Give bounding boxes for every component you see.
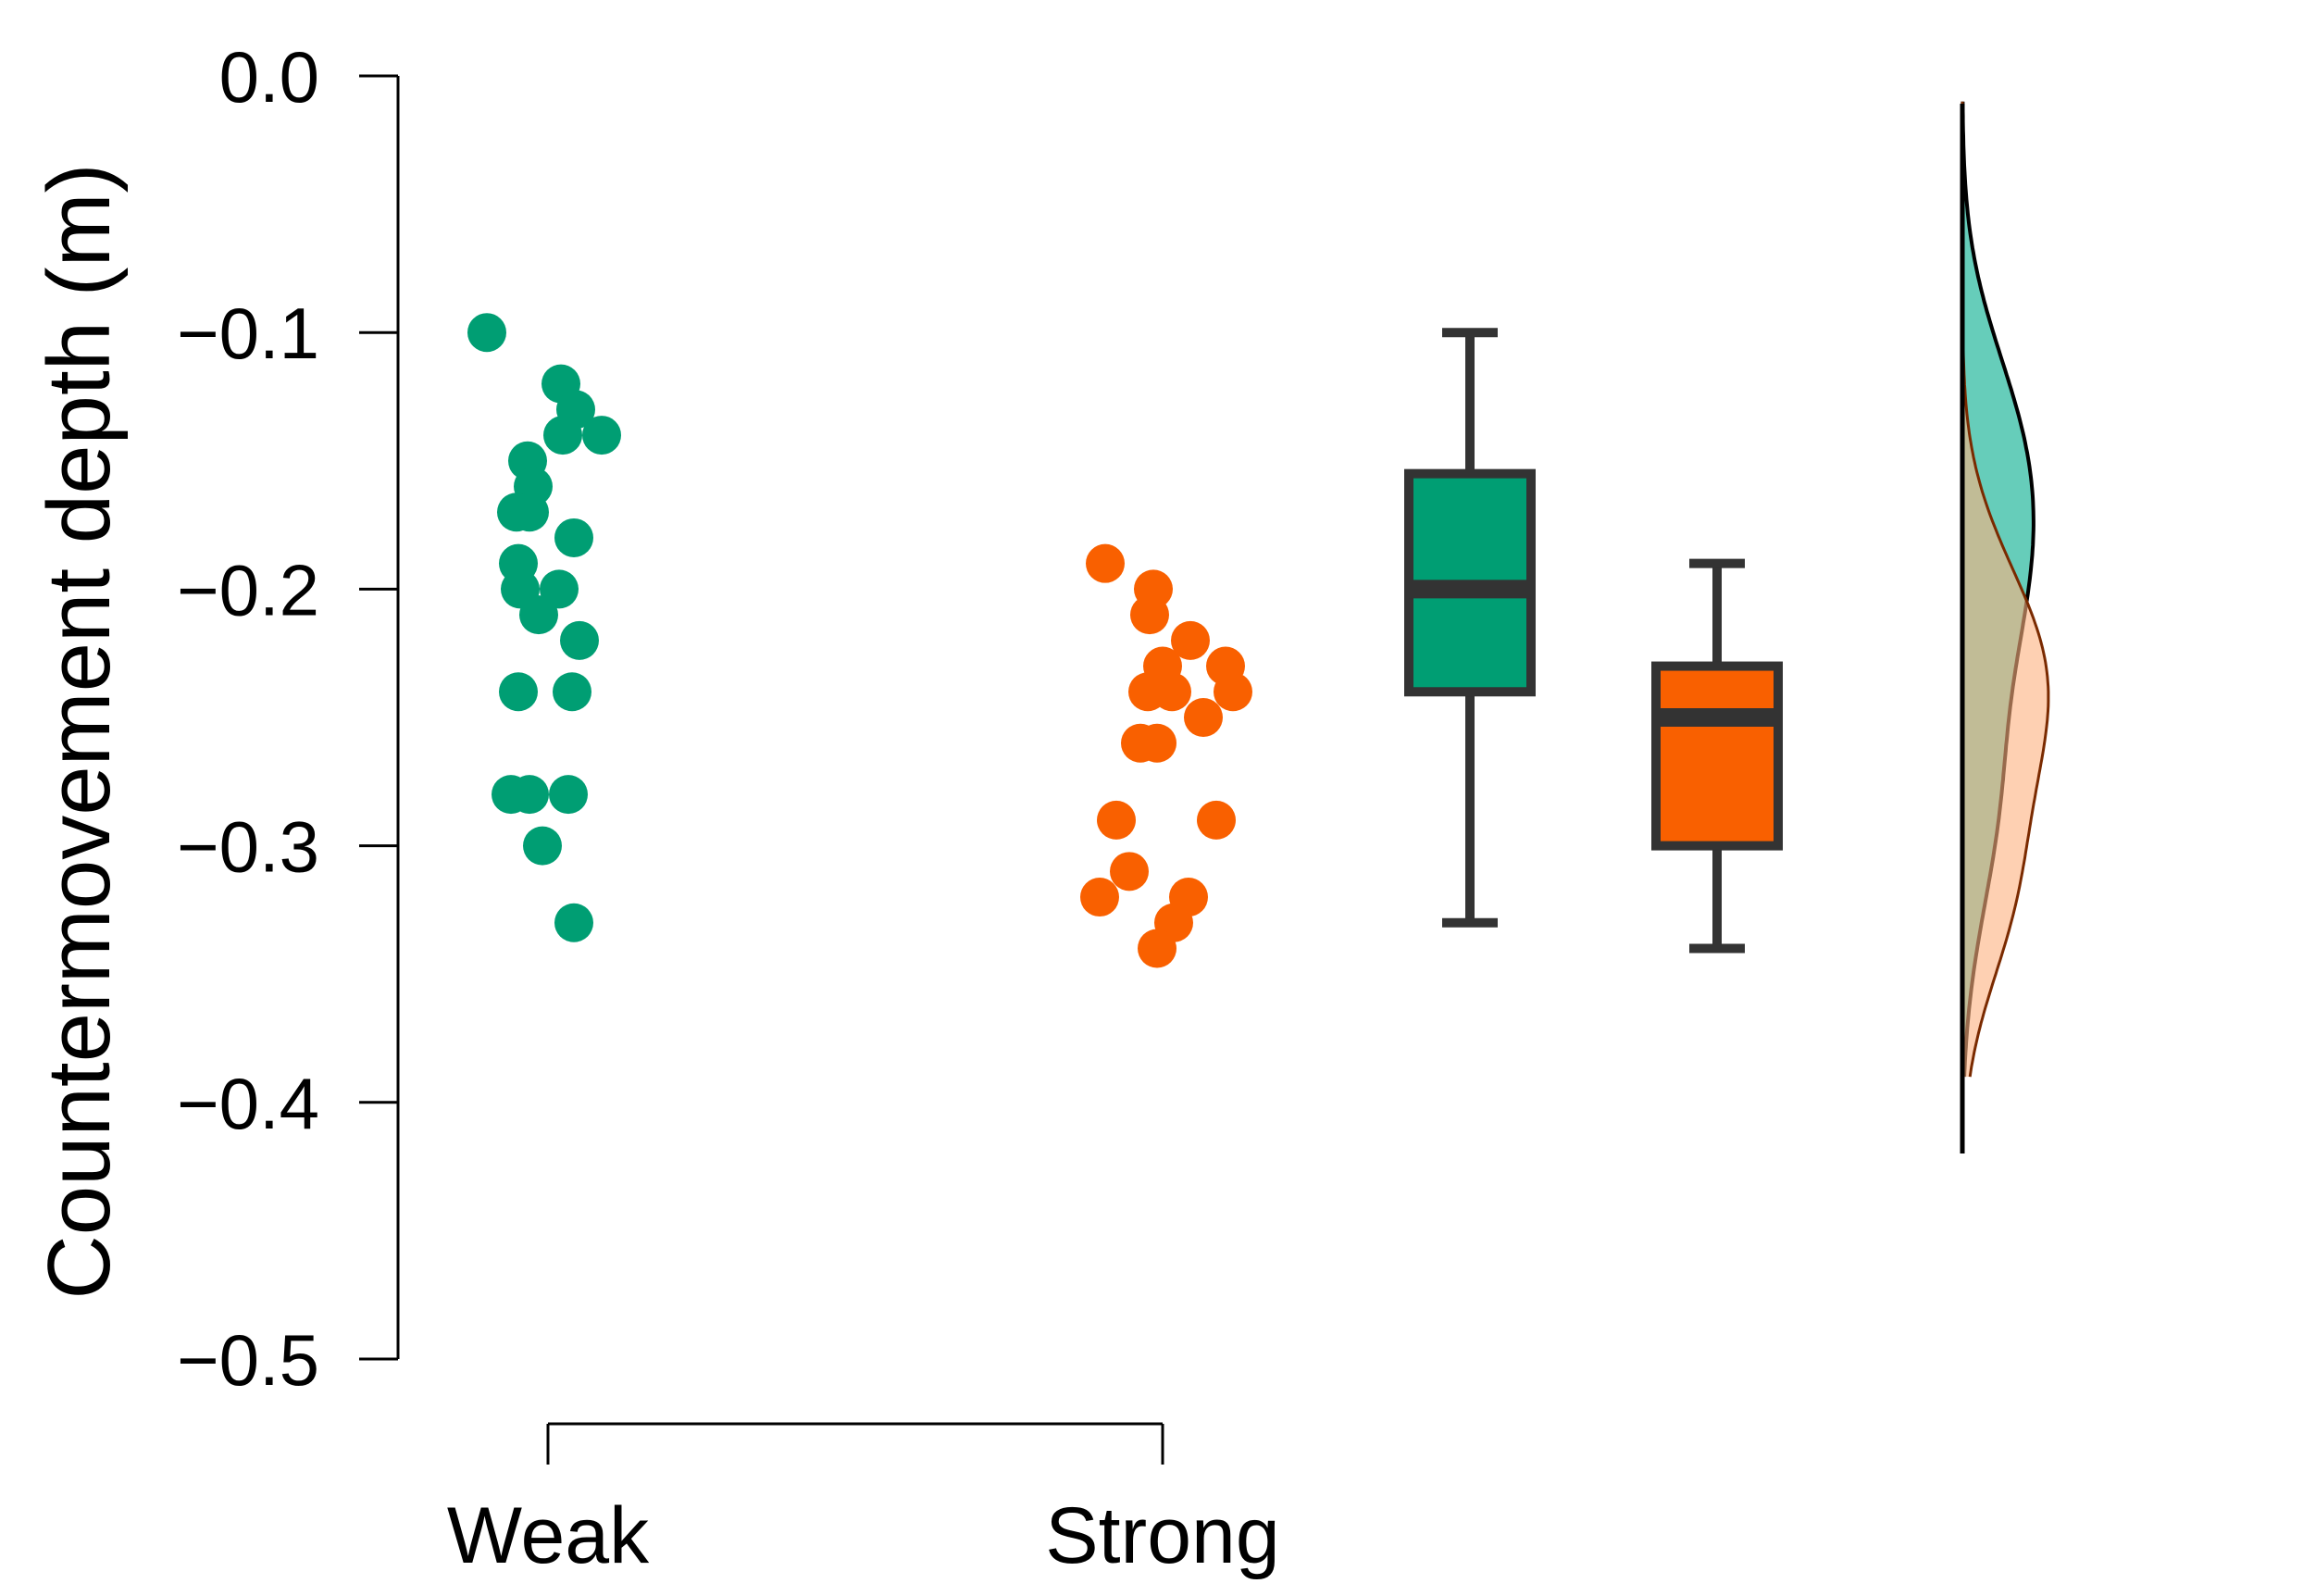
y-axis-title: Countermovement depth (m)	[30, 163, 129, 1299]
data-point	[499, 672, 538, 712]
density-plot	[1960, 101, 2050, 1153]
y-tick-label: −0.5	[177, 1319, 319, 1401]
data-point	[510, 493, 549, 532]
scatter-points	[467, 313, 1252, 968]
density-fill	[1962, 101, 2048, 1078]
data-point	[519, 595, 558, 635]
boxplots	[1404, 328, 1783, 954]
data-point	[1197, 800, 1236, 840]
y-tick-label: −0.2	[177, 549, 319, 630]
data-point	[1080, 878, 1119, 917]
x-tick-label: Weak	[447, 1491, 650, 1580]
data-point	[554, 517, 593, 557]
y-tick-label: 0.0	[219, 36, 319, 118]
y-axis: 0.0 −0.1 −0.2 −0.3 −0.4 −0.5	[177, 36, 400, 1401]
data-point	[467, 313, 506, 353]
y-tick-label: −0.1	[177, 293, 319, 374]
data-point	[543, 416, 582, 455]
y-tick-label: −0.4	[177, 1063, 319, 1144]
x-tick-label: Strong	[1045, 1491, 1279, 1580]
data-point	[1152, 672, 1191, 712]
data-point	[1097, 800, 1136, 840]
data-point	[1184, 698, 1223, 737]
data-point	[1110, 852, 1149, 892]
data-point	[1130, 595, 1169, 635]
data-point	[560, 620, 599, 660]
data-point	[1138, 723, 1176, 763]
data-point	[549, 775, 588, 815]
data-point	[510, 775, 549, 815]
data-point	[582, 416, 621, 455]
data-point	[1171, 620, 1210, 660]
box-iqr	[1651, 661, 1783, 851]
data-point	[1086, 543, 1125, 583]
y-tick-label: −0.3	[177, 806, 319, 888]
data-point	[523, 826, 562, 866]
data-point	[554, 903, 593, 942]
x-axis: Weak Strong	[447, 1422, 1280, 1580]
data-point	[553, 672, 591, 712]
data-point	[1214, 672, 1252, 712]
data-point	[1138, 929, 1176, 968]
